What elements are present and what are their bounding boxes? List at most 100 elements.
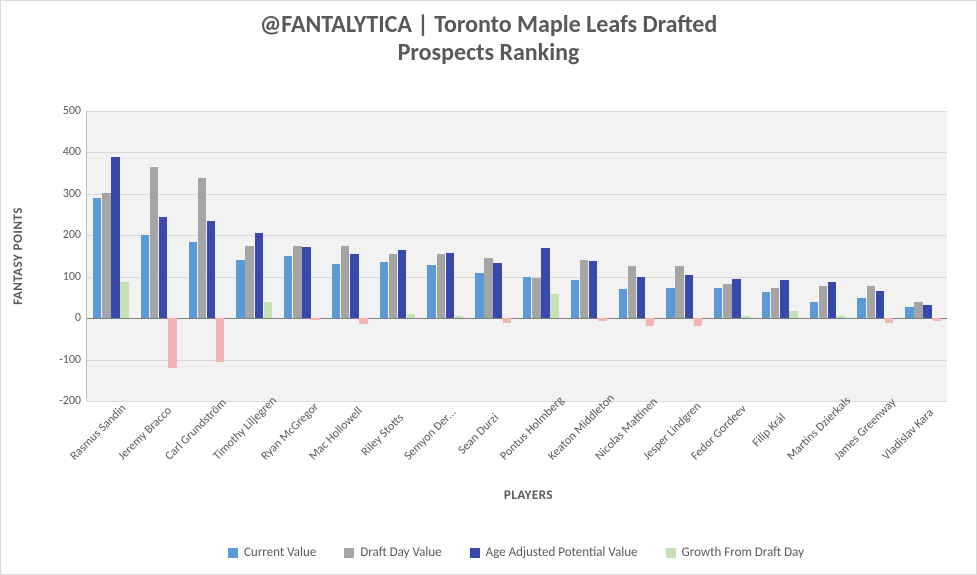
x-tick-label: Pontus Holmberg xyxy=(497,411,549,463)
x-tick-label: Mac Hollowell xyxy=(306,411,358,463)
plot-area xyxy=(86,111,947,401)
bar xyxy=(503,318,511,323)
x-tick-label: Fedor Gordeev xyxy=(689,411,741,463)
bar xyxy=(398,250,406,318)
x-tick-label: Martins Dzierkals xyxy=(784,411,836,463)
y-tick-label: 300 xyxy=(31,187,81,201)
legend-label: Growth From Draft Day xyxy=(682,545,804,560)
y-tick-label: 100 xyxy=(31,270,81,284)
y-tick-label: 200 xyxy=(31,228,81,242)
legend-swatch xyxy=(470,548,480,558)
x-tick-label: Nicolas Mattinen xyxy=(593,411,645,463)
x-tick-label: Rasmus Sandin xyxy=(67,411,119,463)
bar xyxy=(914,302,922,318)
x-tick-label: Jeremy Bracco xyxy=(115,411,167,463)
bar xyxy=(550,294,558,318)
bar xyxy=(780,280,788,318)
bar xyxy=(216,318,224,362)
x-tick-label: Carl Grundström xyxy=(163,411,215,463)
bar xyxy=(714,288,722,318)
bar xyxy=(685,275,693,319)
x-tick-label: Keaton Middleton xyxy=(545,411,597,463)
x-tick-label: Riley Stotts xyxy=(354,411,406,463)
gridline xyxy=(87,235,947,236)
bar xyxy=(589,261,597,318)
bar xyxy=(628,266,636,318)
bar xyxy=(475,273,483,319)
legend-swatch xyxy=(228,548,238,558)
x-tick-label: Sean Durzi xyxy=(450,411,502,463)
bar xyxy=(93,198,101,318)
legend-item: Age Adjusted Potential Value xyxy=(470,545,638,560)
bar xyxy=(293,246,301,319)
bar xyxy=(694,318,702,325)
x-tick-label: Timothy Liljegren xyxy=(211,411,263,463)
y-tick-label: -200 xyxy=(31,394,81,408)
bar xyxy=(580,260,588,318)
bar xyxy=(885,318,893,323)
bar xyxy=(646,318,654,326)
y-tick-label: 500 xyxy=(31,104,81,118)
bar xyxy=(675,266,683,318)
bar xyxy=(867,286,875,318)
bar xyxy=(141,235,149,318)
bar xyxy=(810,302,818,319)
x-tick-label: Filip Král xyxy=(736,411,788,463)
bar xyxy=(245,246,253,319)
gridline xyxy=(87,194,947,195)
bar xyxy=(933,318,941,321)
y-tick-label: -100 xyxy=(31,353,81,367)
y-axis-ticks: -200-1000100200300400500 xyxy=(1,111,84,401)
bar xyxy=(389,254,397,318)
bar xyxy=(350,254,358,318)
bar xyxy=(741,316,749,318)
bar xyxy=(332,264,340,318)
chart-title-line2: Prospects Ranking xyxy=(1,39,976,67)
bar xyxy=(427,265,435,318)
bar xyxy=(255,233,263,318)
bar xyxy=(380,262,388,318)
bar xyxy=(837,316,845,318)
bar xyxy=(905,307,913,319)
bar xyxy=(857,298,865,318)
x-tick-label: Semyon Der… xyxy=(402,411,454,463)
bar xyxy=(111,157,119,319)
bar xyxy=(168,318,176,368)
bar xyxy=(571,280,579,318)
gridline xyxy=(87,152,947,153)
bar xyxy=(264,302,272,318)
bar xyxy=(207,221,215,318)
bar xyxy=(619,289,627,318)
bar xyxy=(189,242,197,319)
bar xyxy=(150,167,158,318)
bar xyxy=(120,282,128,318)
chart-title-line1: @FANTALYTICA | Toronto Maple Leafs Draft… xyxy=(1,11,976,39)
legend-label: Age Adjusted Potential Value xyxy=(486,545,638,560)
legend: Current Value Draft Day Value Age Adjusted… xyxy=(86,545,946,560)
x-tick-label: Ryan McGregor xyxy=(259,411,311,463)
legend-label: Draft Day Value xyxy=(360,545,441,560)
x-tick-label: Jesper Lindgren xyxy=(641,411,693,463)
x-tick-label: Vladislav Kara xyxy=(880,411,932,463)
legend-swatch xyxy=(666,548,676,558)
bar xyxy=(598,318,606,321)
gridline xyxy=(87,111,947,112)
bar xyxy=(311,318,319,320)
legend-label: Current Value xyxy=(244,545,316,560)
legend-swatch xyxy=(344,548,354,558)
bar xyxy=(523,277,531,318)
y-tick-label: 0 xyxy=(31,311,81,325)
bar xyxy=(341,246,349,319)
chart-title: @FANTALYTICA | Toronto Maple Leafs Draft… xyxy=(1,11,976,66)
bar xyxy=(732,279,740,318)
bar xyxy=(284,256,292,318)
bar xyxy=(359,318,367,324)
bar xyxy=(666,288,674,318)
bar xyxy=(876,291,884,318)
bar xyxy=(723,284,731,318)
bar xyxy=(541,248,549,318)
legend-item: Current Value xyxy=(228,545,316,560)
bar xyxy=(819,286,827,318)
bar xyxy=(493,263,501,318)
bar xyxy=(771,288,779,318)
